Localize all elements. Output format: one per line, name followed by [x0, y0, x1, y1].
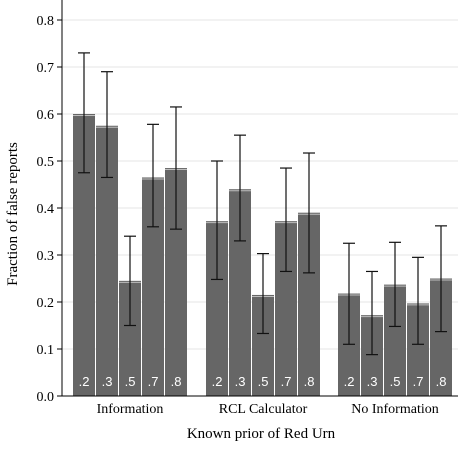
bar-category-label: .3 — [235, 374, 246, 389]
bar-group: .2 .3 .5 .7 .8 — [73, 52, 187, 396]
bar — [206, 221, 228, 396]
bar-category-label: .8 — [436, 374, 447, 389]
bar-category-label: .2 — [344, 374, 355, 389]
bar-category-label: .5 — [125, 374, 136, 389]
y-tick-label: 0.1 — [37, 343, 55, 358]
bar-category-label: .5 — [258, 374, 269, 389]
y-tick-label: 0.8 — [37, 14, 55, 29]
bar-group: .2 .3 .5 .7 .8 — [338, 225, 452, 396]
y-tick-label: 0.5 — [37, 155, 55, 170]
bar — [142, 177, 164, 396]
bars: .2 .3 .5 .7 .8 .2 .3 .5 .7 .8 .2 .3 .5 .7 .8 — [73, 52, 452, 396]
bar — [73, 114, 95, 396]
x-group-label: No Information — [351, 402, 438, 417]
bar-category-label: .2 — [212, 374, 223, 389]
bar-category-label: .3 — [102, 374, 113, 389]
y-tick-label: 0.4 — [37, 202, 55, 217]
bar-category-label: .8 — [304, 374, 315, 389]
bar — [298, 212, 320, 396]
bar — [119, 280, 141, 396]
y-axis-title: Fraction of false reports — [5, 142, 21, 286]
bar-category-label: .5 — [390, 374, 401, 389]
bar-category-label: .7 — [148, 374, 159, 389]
bar — [361, 315, 383, 396]
bar — [430, 278, 452, 396]
y-tick-label: 0.2 — [37, 296, 55, 311]
y-tick-label: 0.6 — [37, 108, 55, 123]
bar-category-label: .2 — [79, 374, 90, 389]
bar-category-label: .8 — [171, 374, 182, 389]
x-group-label: Information — [97, 402, 164, 417]
y-tick-label: 0.3 — [37, 249, 55, 264]
bar-category-label: .7 — [413, 374, 424, 389]
y-tick-label: 0.7 — [37, 61, 55, 76]
bar — [96, 125, 118, 396]
bar — [252, 294, 274, 396]
bar — [384, 284, 406, 396]
axes: 0.0 0.1 0.2 0.3 0.4 0.5 0.6 0.7 0.8 Information RC… — [37, 0, 458, 417]
bar-category-label: .7 — [281, 374, 292, 389]
bar-group: .2 .3 .5 .7 .8 — [206, 134, 320, 396]
x-group-label: RCL Calculator — [219, 402, 308, 417]
y-tick-label: 0.0 — [37, 390, 55, 405]
bar — [407, 303, 429, 396]
x-axis-title: Known prior of Red Urn — [187, 426, 336, 442]
bar — [275, 221, 297, 396]
bar-category-label: .3 — [367, 374, 378, 389]
bar — [165, 168, 187, 396]
